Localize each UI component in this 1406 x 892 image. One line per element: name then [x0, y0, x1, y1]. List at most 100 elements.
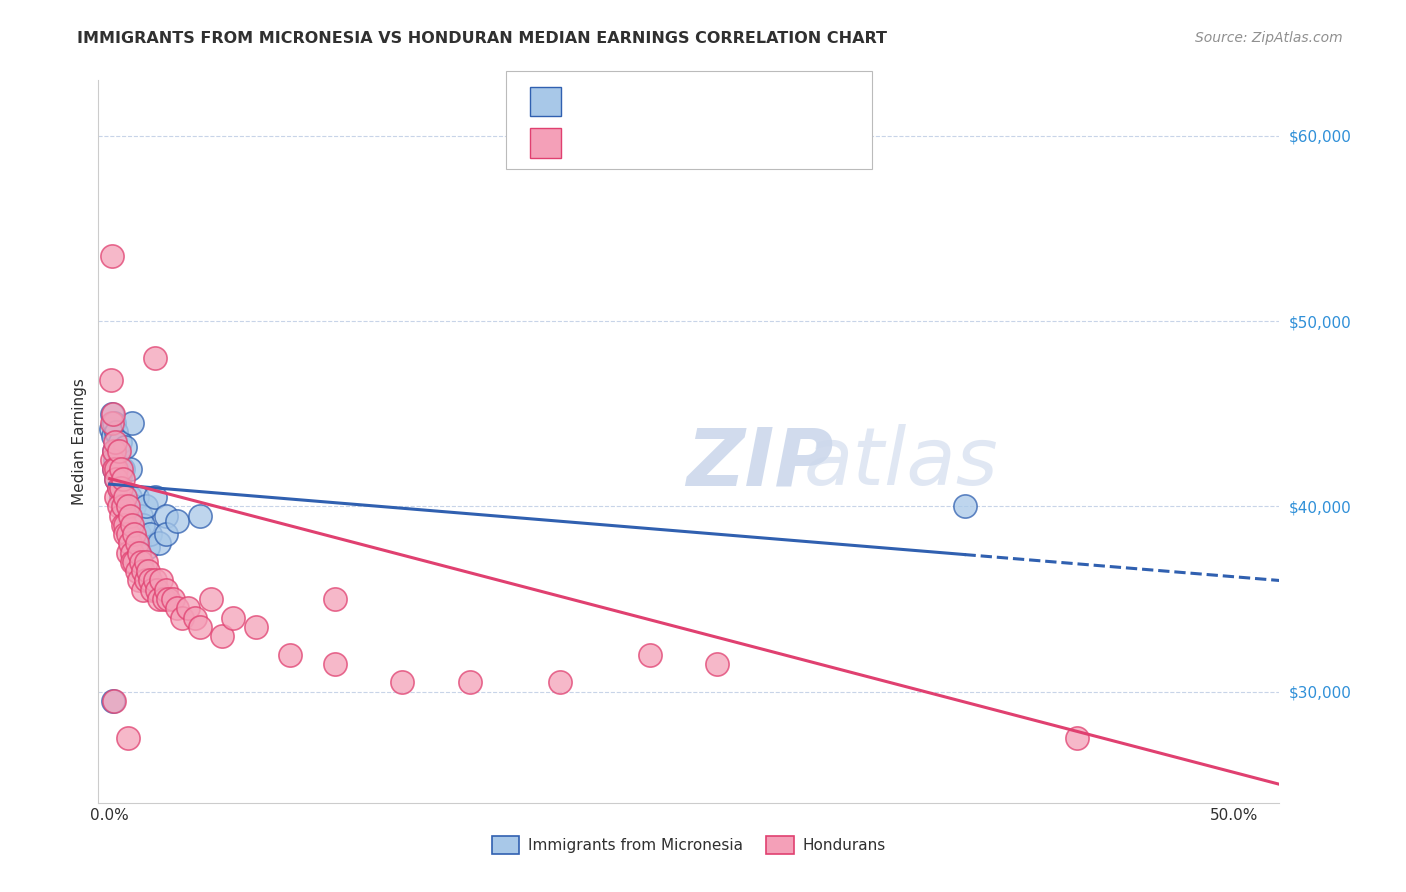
Point [132, 517, 155, 532]
Point [117, 508, 139, 523]
Point [114, 500, 136, 514]
Point [107, 481, 129, 495]
Point [107, 458, 129, 473]
Point [139, 574, 162, 588]
Point [128, 527, 150, 541]
Point [112, 462, 135, 476]
Point [128, 546, 150, 560]
Point [222, 610, 245, 624]
Point [121, 517, 143, 532]
Point [245, 620, 267, 634]
Point [117, 546, 139, 560]
Point [128, 536, 150, 550]
Point [155, 582, 177, 597]
Point [118, 490, 141, 504]
Point [129, 508, 152, 523]
Point [104, 434, 127, 449]
Point [124, 555, 146, 569]
Point [114, 440, 136, 454]
Point [114, 490, 136, 504]
Point [118, 508, 141, 523]
Point [103, 462, 125, 476]
Point [112, 484, 135, 499]
Point [458, 675, 481, 690]
Point [129, 555, 152, 569]
Point [100, 373, 122, 387]
Point [391, 675, 413, 690]
Point [135, 555, 157, 569]
Point [103, 443, 125, 458]
Point [125, 564, 148, 578]
Point [101, 407, 124, 421]
Text: R =  -0.450   N = 74: R = -0.450 N = 74 [572, 131, 727, 146]
Point [128, 574, 150, 588]
Point [136, 540, 159, 554]
Text: ZIP: ZIP [686, 425, 834, 502]
Point [166, 601, 188, 615]
Point [118, 462, 141, 476]
Point [148, 536, 170, 550]
Point [177, 601, 200, 615]
Point [117, 500, 139, 514]
Point [132, 582, 155, 597]
Point [278, 648, 301, 662]
Point [105, 472, 128, 486]
Point [188, 620, 211, 634]
Point [323, 657, 346, 671]
Point [124, 527, 146, 541]
Point [143, 490, 166, 504]
Point [101, 407, 124, 421]
Point [121, 517, 143, 532]
Text: R =  -0.188   N = 41: R = -0.188 N = 41 [572, 89, 727, 104]
Point [112, 500, 135, 514]
Point [157, 592, 180, 607]
Point [121, 555, 143, 569]
Text: Source: ZipAtlas.com: Source: ZipAtlas.com [1195, 31, 1343, 45]
Point [150, 574, 173, 588]
Point [103, 694, 125, 708]
Point [1066, 731, 1088, 745]
Point [146, 582, 169, 597]
Point [101, 416, 124, 430]
Point [110, 462, 132, 476]
Point [170, 610, 193, 624]
Point [117, 731, 139, 745]
Point [135, 574, 157, 588]
Point [112, 472, 135, 486]
Point [104, 453, 127, 467]
Point [114, 527, 136, 541]
Point [105, 425, 128, 440]
Point [101, 249, 124, 263]
Point [103, 443, 125, 458]
Point [200, 592, 222, 607]
Y-axis label: Median Earnings: Median Earnings [72, 378, 87, 505]
Legend: Immigrants from Micronesia, Hondurans: Immigrants from Micronesia, Hondurans [485, 830, 893, 860]
Point [141, 582, 163, 597]
Point [101, 453, 124, 467]
Point [148, 592, 170, 607]
Point [124, 500, 146, 514]
Point [188, 508, 211, 523]
Point [107, 443, 129, 458]
Point [143, 574, 166, 588]
Point [166, 514, 188, 528]
Point [323, 592, 346, 607]
Point [101, 429, 124, 443]
Point [132, 564, 155, 578]
Point [110, 508, 132, 523]
Point [548, 675, 571, 690]
Point [103, 416, 125, 430]
Point [117, 527, 139, 541]
Point [162, 592, 184, 607]
Point [953, 500, 976, 514]
Point [118, 536, 141, 550]
Point [112, 517, 135, 532]
Point [184, 610, 207, 624]
Point [114, 517, 136, 532]
Point [136, 564, 159, 578]
Point [105, 462, 128, 476]
Point [706, 657, 728, 671]
Point [107, 500, 129, 514]
Point [125, 536, 148, 550]
Point [155, 508, 177, 523]
